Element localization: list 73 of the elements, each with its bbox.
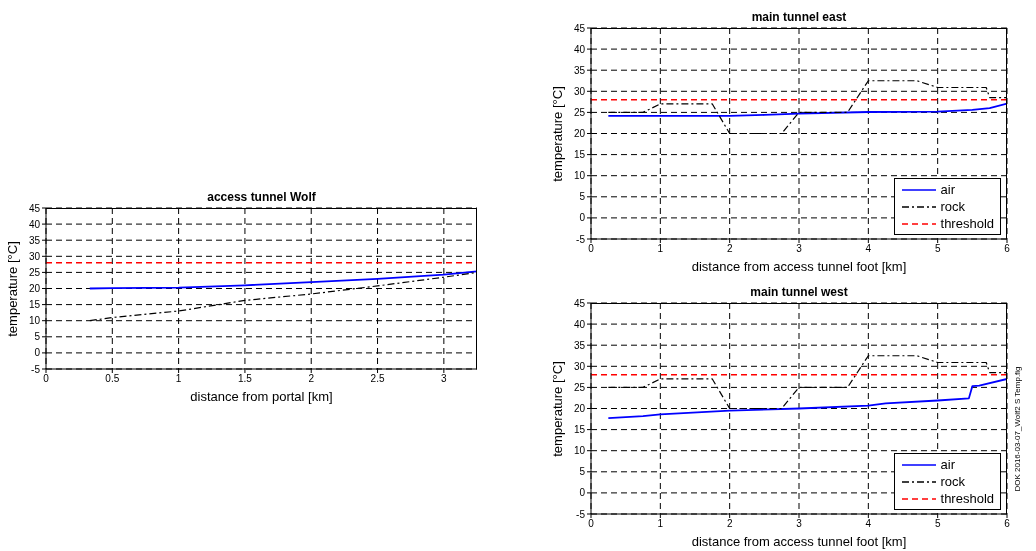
y-tick-label: 35 [573, 64, 586, 76]
y-tick-label: 30 [573, 85, 586, 97]
y-tick-label: 10 [573, 170, 586, 182]
y-tick-label: 5 [579, 466, 586, 478]
y-tick-label: -5 [31, 363, 41, 375]
y-tick-label: 40 [573, 318, 586, 330]
y-tick-label: 10 [573, 445, 586, 457]
x-tick-label: 0 [588, 518, 595, 530]
y-tick-label: 45 [573, 22, 586, 34]
x-tick-label: 3 [796, 243, 803, 255]
y-tick-label: 15 [573, 149, 586, 161]
x-tick-label: 2 [726, 518, 733, 530]
y-tick-label: 10 [28, 315, 41, 327]
x-tick-label: 1 [175, 373, 182, 385]
y-tick-label: -5 [576, 233, 586, 245]
y-tick-label: 35 [573, 339, 586, 351]
x-tick-label: 6 [1004, 518, 1011, 530]
y-tick-label: 15 [28, 299, 41, 311]
x-tick-label: 2.5 [370, 373, 385, 385]
y-tick-label: 25 [28, 266, 41, 278]
legend-label: threshold [940, 215, 994, 232]
y-tick-label: 25 [573, 381, 586, 393]
x-tick-label: 4 [865, 243, 872, 255]
x-tick-label: 3 [441, 373, 448, 385]
chart-title: main tunnel west [749, 285, 849, 299]
y-tick-label: 0 [34, 347, 41, 359]
y-tick-label: 30 [28, 250, 41, 262]
y-tick-label: 20 [573, 128, 586, 140]
x-tick-label: 1 [657, 243, 664, 255]
y-tick-label: 40 [28, 218, 41, 230]
x-axis-title: distance from access tunnel foot [km] [690, 534, 908, 549]
legend-label: threshold [940, 490, 994, 507]
x-tick-label: 1 [657, 518, 664, 530]
x-tick-label: 2 [726, 243, 733, 255]
y-tick-label: 25 [573, 106, 586, 118]
line-series [88, 270, 477, 290]
legend-label: air [940, 456, 955, 473]
line-series [607, 102, 1007, 117]
x-tick-label: 0 [43, 373, 50, 385]
legend-label: rock [940, 198, 966, 215]
line-series [607, 378, 1007, 420]
legend-label: air [940, 181, 955, 198]
y-tick-label: 5 [34, 331, 41, 343]
y-axis-title: temperature [°C] [4, 240, 20, 337]
x-tick-label: 2 [308, 373, 315, 385]
y-tick-label: -5 [576, 508, 586, 520]
y-tick-label: 15 [573, 424, 586, 436]
y-tick-label: 35 [28, 234, 41, 246]
y-tick-label: 0 [579, 487, 586, 499]
y-tick-label: 40 [573, 43, 586, 55]
x-tick-label: 5 [934, 243, 941, 255]
x-tick-label: 0 [588, 243, 595, 255]
x-tick-label: 6 [1004, 243, 1011, 255]
x-axis-title: distance from portal [km] [189, 389, 334, 404]
x-axis-title: distance from access tunnel foot [km] [690, 259, 908, 274]
y-tick-label: 45 [573, 297, 586, 309]
x-tick-label: 0.5 [105, 373, 120, 385]
x-tick-label: 1.5 [237, 373, 253, 385]
y-tick-label: 5 [579, 191, 586, 203]
y-tick-label: 0 [579, 212, 586, 224]
y-tick-label: 45 [28, 202, 41, 214]
chart-title: main tunnel east [750, 10, 848, 24]
y-axis-title: temperature [°C] [549, 85, 565, 182]
x-tick-label: 3 [796, 518, 803, 530]
y-tick-label: 20 [28, 283, 41, 295]
x-tick-label: 4 [865, 518, 872, 530]
chart-title: access tunnel Wolf [206, 190, 317, 204]
y-tick-label: 30 [573, 360, 586, 372]
text: DOK 2016-03-07_Wolf2 S Temp.fig [1012, 365, 1022, 492]
y-axis-title: temperature [°C] [549, 360, 565, 457]
y-tick-label: 20 [573, 403, 586, 415]
legend-label: rock [940, 473, 966, 490]
x-tick-label: 5 [934, 518, 941, 530]
